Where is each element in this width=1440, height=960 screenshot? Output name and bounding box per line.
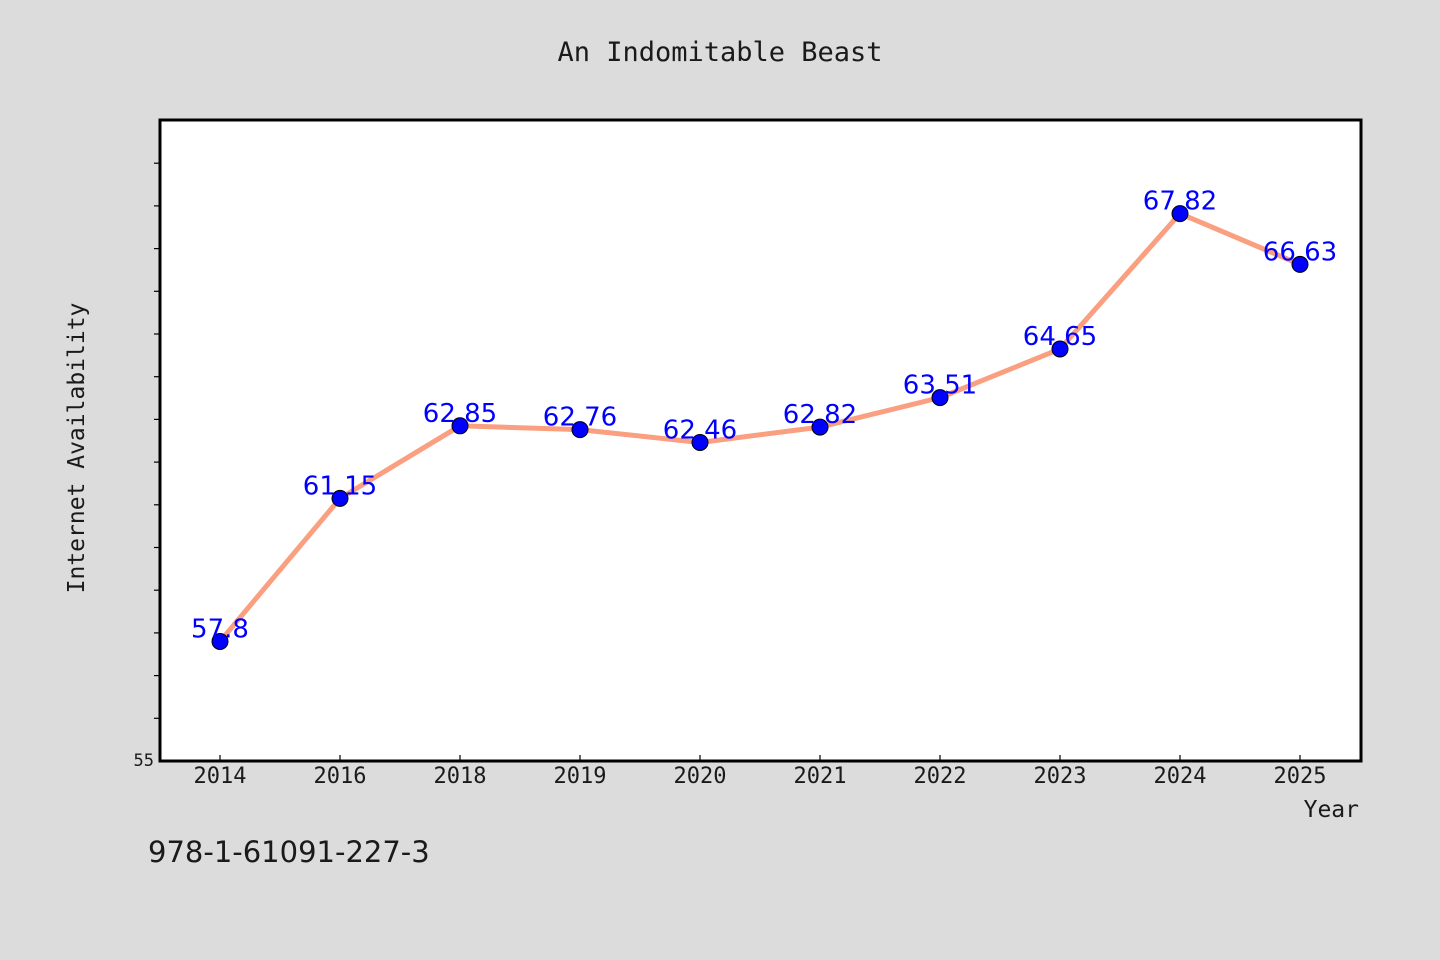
x-tick-label: 2021 — [794, 764, 847, 789]
data-point — [1171, 205, 1189, 223]
y-axis-label: Internet Availability — [64, 303, 90, 594]
plot-border — [158, 118, 1363, 763]
x-tick-label: 2014 — [194, 764, 247, 789]
data-point — [811, 418, 829, 436]
data-label: 61.15 — [303, 471, 377, 501]
data-label: 63.51 — [903, 371, 977, 401]
x-tick-label: 2018 — [434, 764, 487, 789]
x-axis-tick-labels: 2014 2016 2018 2019 2020 2021 2022 2023 2024 2025 — [194, 764, 1327, 789]
data-label: 62.46 — [663, 415, 737, 445]
data-label: 64.65 — [1023, 322, 1097, 352]
data-point — [331, 489, 349, 507]
data-label: 66.63 — [1263, 237, 1337, 267]
series-line — [217, 211, 1303, 644]
x-tick-label: 2019 — [554, 764, 607, 789]
data-point — [451, 417, 469, 435]
footer-isbn: 978-1-61091-227-3 — [148, 835, 430, 869]
data-labels: 57.8 61.15 62.85 62.76 62.46 62.82 63.51 64.65 6… — [191, 187, 1337, 645]
data-point — [211, 632, 229, 650]
x-tick-label: 2025 — [1274, 764, 1327, 789]
data-label: 67.82 — [1143, 187, 1217, 217]
x-tick-label: 2023 — [1034, 764, 1087, 789]
data-point — [1291, 255, 1309, 273]
chart-title: An Indomitable Beast — [557, 37, 882, 68]
y-axis-tick-labels: 55 — [134, 751, 154, 771]
plot-area — [160, 120, 1361, 761]
data-point — [1051, 340, 1069, 358]
data-label: 62.85 — [423, 399, 497, 429]
data-label: 62.82 — [783, 400, 857, 430]
data-point — [691, 433, 709, 451]
series-line-layer — [217, 211, 1303, 644]
series-markers — [211, 205, 1309, 650]
x-tick-label: 2016 — [314, 764, 367, 789]
x-tick-label: 2020 — [674, 764, 727, 789]
x-tick-label: 2022 — [914, 764, 967, 789]
y-tick-label: 55 — [134, 751, 154, 771]
data-point — [571, 421, 589, 439]
x-axis-label: Year — [1304, 797, 1359, 823]
data-label: 62.76 — [543, 403, 617, 433]
data-point — [931, 389, 949, 407]
data-label: 57.8 — [191, 614, 249, 644]
x-tick-label: 2024 — [1154, 764, 1207, 789]
